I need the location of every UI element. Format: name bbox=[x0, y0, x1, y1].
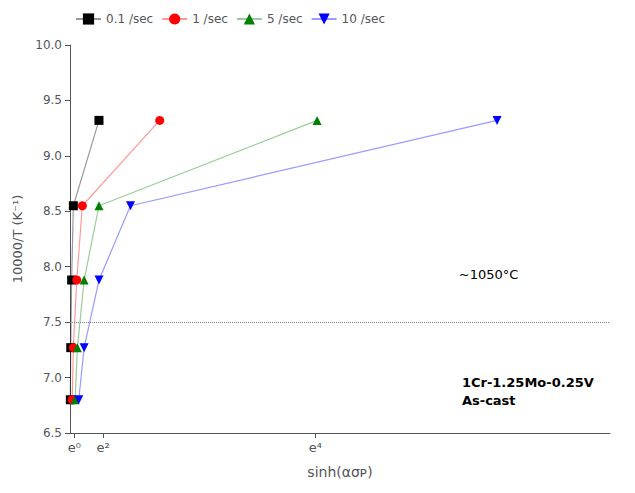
svg-text:1 /sec: 1 /sec bbox=[192, 12, 228, 26]
svg-text:6.5: 6.5 bbox=[43, 426, 62, 440]
svg-text:e⁴: e⁴ bbox=[309, 440, 322, 455]
svg-text:0.1 /sec: 0.1 /sec bbox=[106, 12, 153, 26]
svg-text:7.0: 7.0 bbox=[43, 371, 62, 385]
svg-text:As-cast: As-cast bbox=[462, 393, 516, 408]
svg-text:~1050°C: ~1050°C bbox=[459, 267, 519, 282]
svg-text:10000/T (K⁻¹): 10000/T (K⁻¹) bbox=[10, 195, 25, 284]
svg-text:7.5: 7.5 bbox=[43, 315, 62, 329]
svg-text:10 /sec: 10 /sec bbox=[342, 12, 385, 26]
svg-text:5 /sec: 5 /sec bbox=[267, 12, 303, 26]
svg-text:10.0: 10.0 bbox=[35, 38, 62, 52]
svg-text:1Cr-1.25Mo-0.25V: 1Cr-1.25Mo-0.25V bbox=[462, 375, 594, 390]
svg-text:sinh(ασᴘ): sinh(ασᴘ) bbox=[307, 464, 372, 480]
svg-text:e²: e² bbox=[96, 440, 109, 455]
svg-text:e⁰: e⁰ bbox=[68, 440, 81, 455]
svg-text:9.5: 9.5 bbox=[43, 93, 62, 107]
svg-text:8.5: 8.5 bbox=[43, 204, 62, 218]
svg-text:9.0: 9.0 bbox=[43, 149, 62, 163]
svg-text:8.0: 8.0 bbox=[43, 260, 62, 274]
